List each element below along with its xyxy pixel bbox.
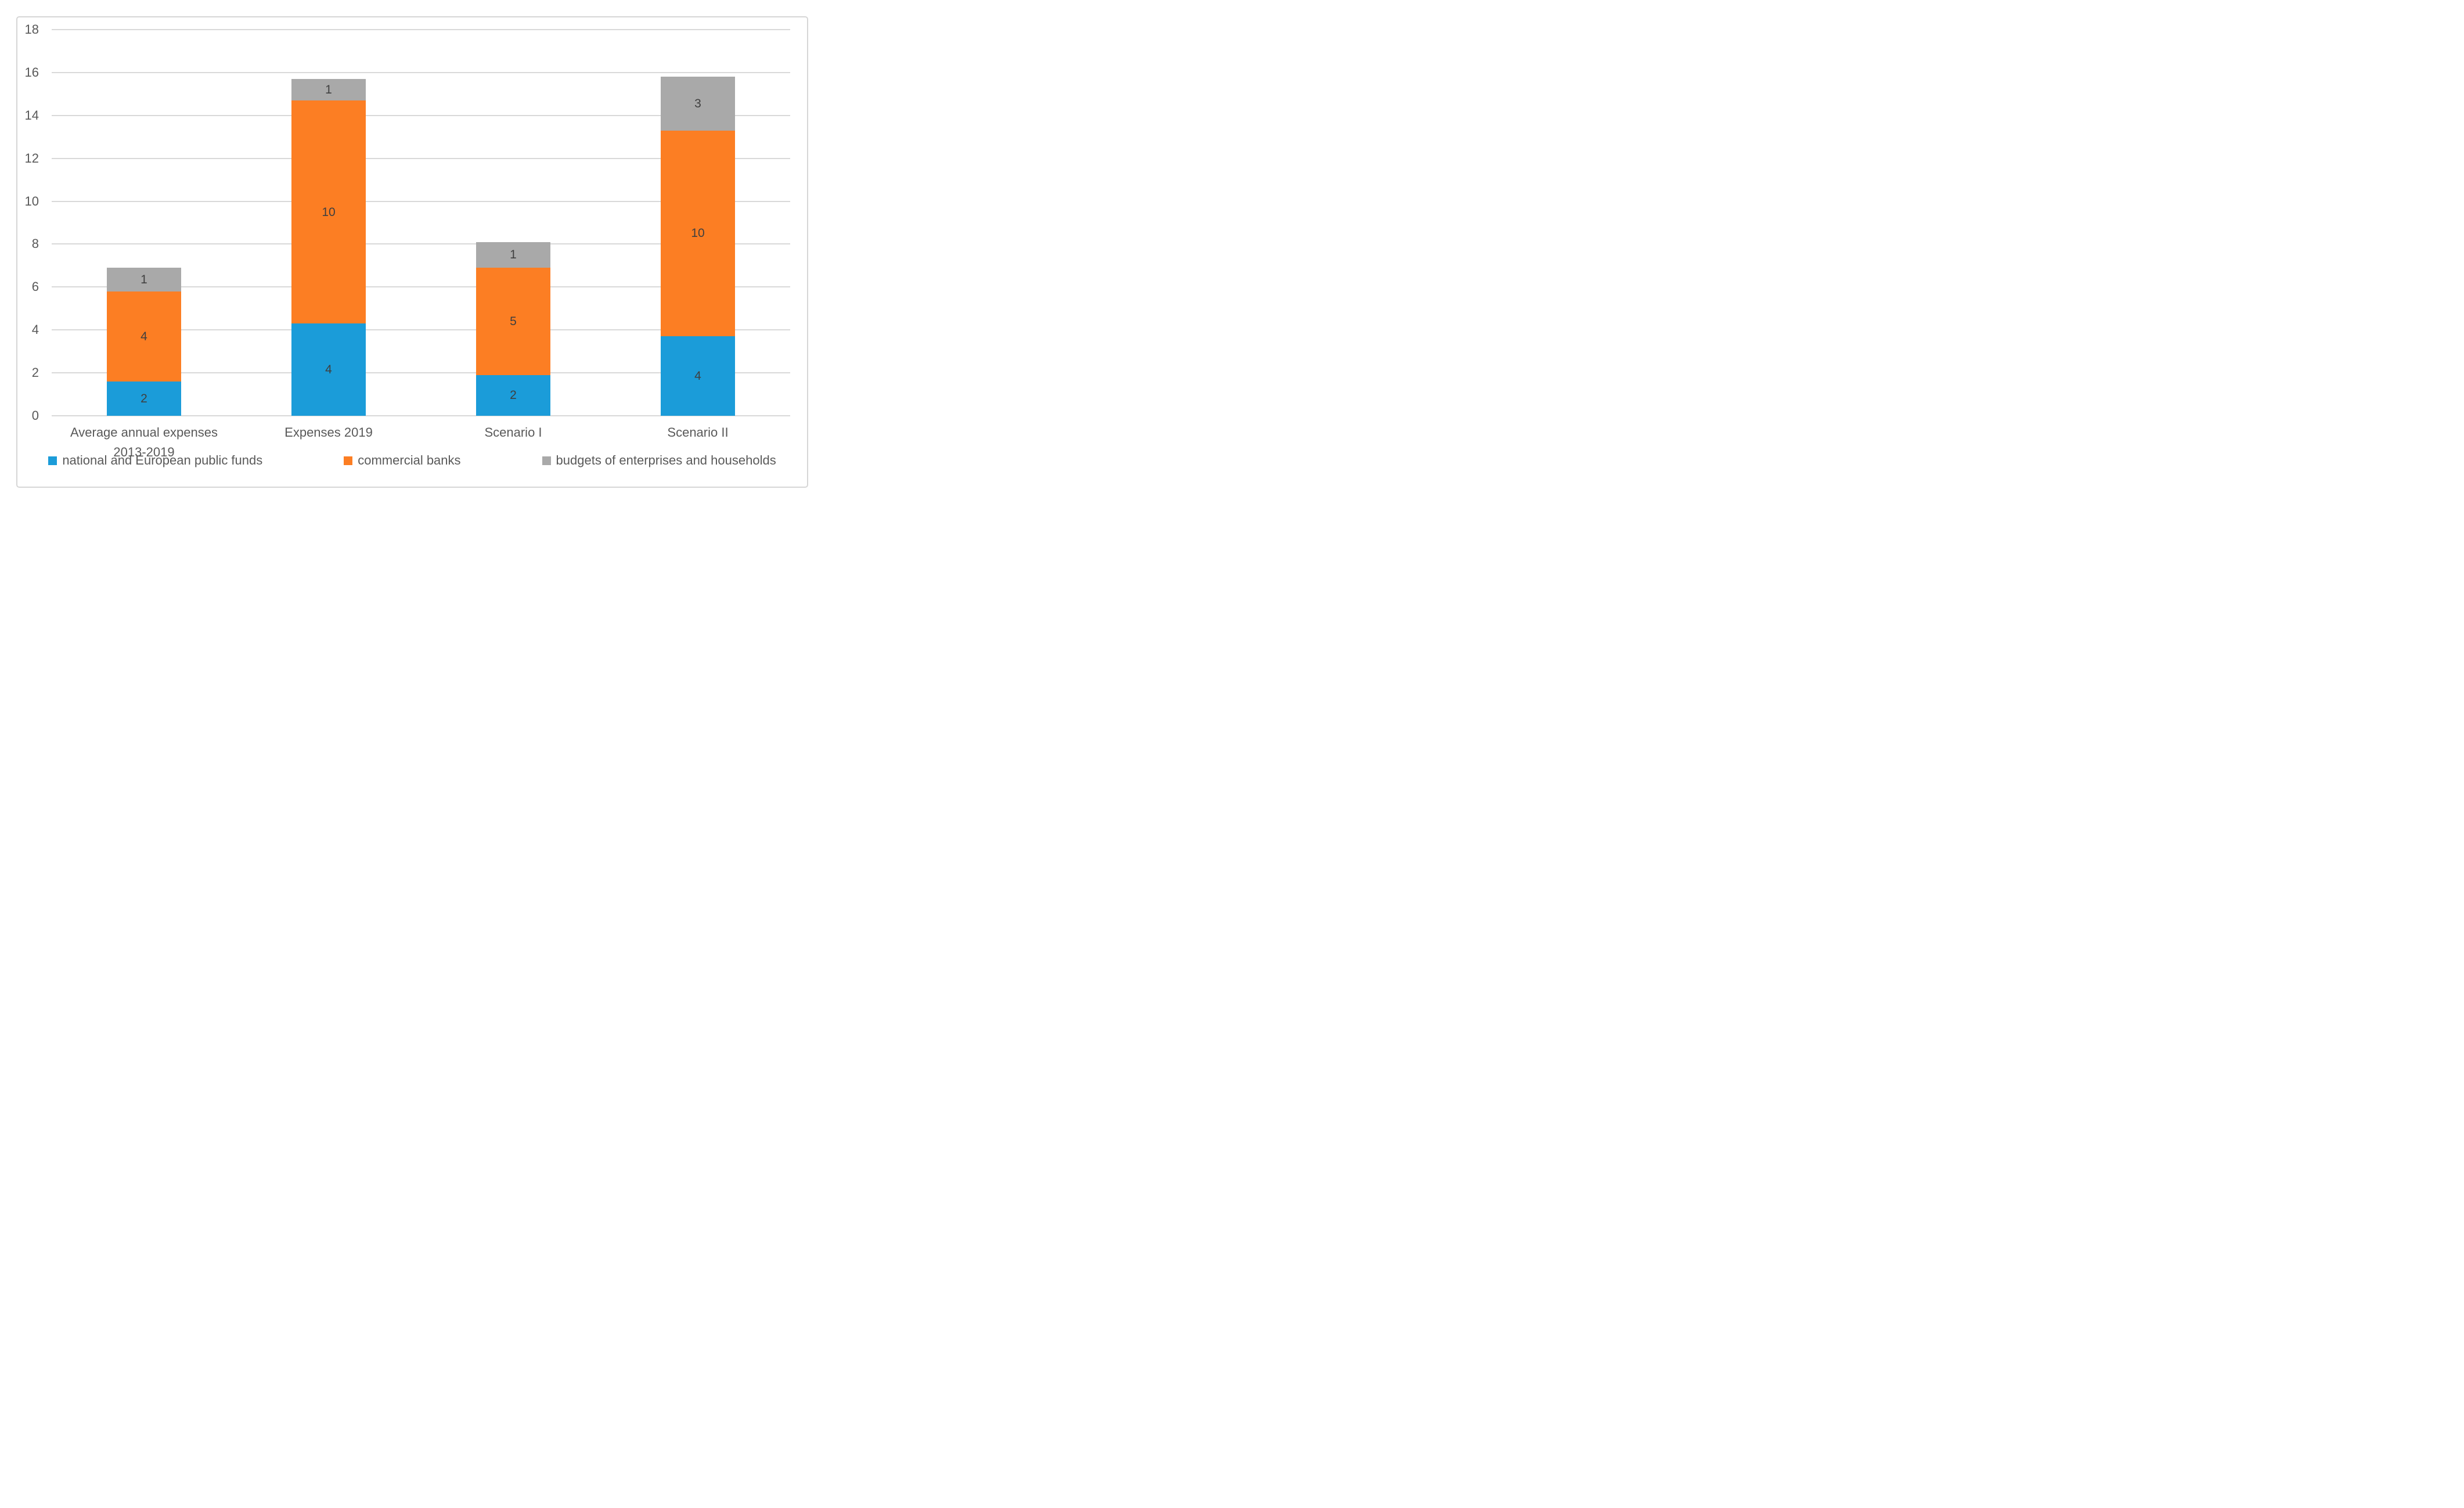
data-label: 3: [694, 96, 701, 110]
stacked-bar-3: 2 5 1: [476, 30, 550, 416]
bars-layer: 2 4 1 4 10 1 2 5 1 4 10 3: [52, 30, 790, 416]
data-label: 5: [510, 314, 517, 328]
gridline-y-16: [52, 71, 790, 73]
y-tick-label-4: 4: [31, 322, 39, 337]
bar-1-segment-1: 2: [107, 381, 181, 416]
data-label: 10: [691, 226, 705, 240]
legend-swatch-icon: [48, 456, 57, 465]
legend-item-3: budgets of enterprises and households: [542, 454, 776, 467]
legend-label: national and European public funds: [62, 453, 263, 467]
y-tick-label-10: 10: [24, 193, 39, 208]
data-label: 10: [322, 205, 336, 219]
data-label: 4: [141, 329, 147, 343]
bar-2-segment-1: 4: [291, 323, 366, 416]
bar-1-segment-2: 4: [107, 291, 181, 382]
legend-item-1: national and European public funds: [48, 454, 262, 467]
category-slot-2: 4 10 1: [236, 30, 421, 416]
bar-2-segment-2: 10: [291, 100, 366, 324]
bar-4-segment-3: 3: [661, 77, 735, 131]
category-slot-1: 2 4 1: [52, 30, 236, 416]
y-tick-label-16: 16: [24, 64, 39, 80]
bar-4-segment-1: 4: [661, 336, 735, 416]
gridline-y-12: [52, 157, 790, 159]
x-category-label-1: Average annual expenses 2013-2019: [70, 425, 218, 460]
x-category-label-2: Expenses 2019: [284, 425, 373, 440]
bar-4-segment-2: 10: [661, 130, 735, 337]
bar-3-segment-1: 2: [476, 375, 550, 416]
gridline-y-2: [52, 372, 790, 374]
legend-swatch-icon: [344, 456, 353, 465]
x-category-label-4: Scenario II: [667, 425, 729, 440]
y-tick-label-2: 2: [31, 365, 39, 380]
legend-label: budgets of enterprises and households: [556, 453, 776, 467]
bar-3-segment-3: 1: [476, 242, 550, 268]
gridline-y-18: [52, 29, 790, 30]
data-label: 1: [510, 248, 517, 262]
bar-3-segment-2: 5: [476, 268, 550, 375]
plot-area: 0 2 4 6 8 10 12 14 16 18 2 4 1 4 10 1 2 5 1 4 10 3: [25, 23, 790, 422]
y-tick-label-8: 8: [31, 236, 39, 251]
bar-2-segment-3: 1: [291, 78, 366, 100]
legend-label: commercial banks: [358, 453, 461, 467]
legend: national and European public funds commer…: [17, 454, 807, 467]
y-tick-label-18: 18: [24, 22, 39, 37]
legend-swatch-icon: [542, 456, 551, 465]
x-axis-labels: Average annual expenses 2013-2019 Expense…: [52, 423, 790, 462]
gridline-y-6: [52, 286, 790, 288]
x-category-label-3: Scenario I: [484, 425, 542, 440]
gridline-y-8: [52, 243, 790, 245]
y-tick-label-6: 6: [31, 279, 39, 294]
y-tick-label-14: 14: [24, 107, 39, 123]
data-label: 2: [141, 391, 147, 405]
chart-frame: 0 2 4 6 8 10 12 14 16 18 2 4 1 4 10 1 2 5 1 4 10 3 Average an…: [16, 16, 808, 488]
data-label: 1: [325, 82, 332, 96]
gridline-y-10: [52, 200, 790, 202]
gridline-y-14: [52, 114, 790, 116]
legend-item-2: commercial banks: [344, 453, 461, 467]
gridline-y-4: [52, 329, 790, 331]
bar-1-segment-3: 1: [107, 268, 181, 291]
category-slot-3: 2 5 1: [421, 30, 606, 416]
stacked-bar-2: 4 10 1: [291, 30, 366, 416]
gridline-y-0: [52, 415, 790, 416]
data-label: 4: [325, 363, 332, 377]
stacked-bar-4: 4 10 3: [661, 30, 735, 416]
y-tick-label-0: 0: [31, 408, 39, 423]
y-tick-label-12: 12: [24, 150, 39, 165]
data-label: 2: [510, 388, 517, 402]
stacked-bar-1: 2 4 1: [107, 30, 181, 416]
data-label: 1: [141, 272, 147, 286]
category-slot-4: 4 10 3: [606, 30, 790, 416]
data-label: 4: [694, 369, 701, 383]
